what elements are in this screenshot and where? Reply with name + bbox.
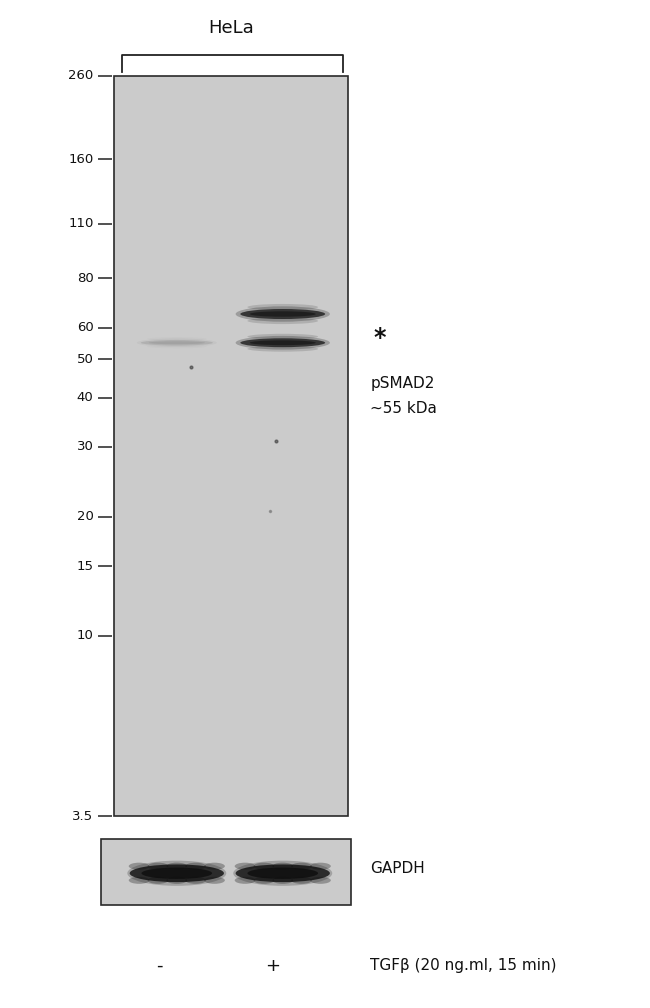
Ellipse shape (235, 336, 330, 350)
Ellipse shape (141, 340, 213, 346)
Ellipse shape (248, 318, 318, 325)
Ellipse shape (233, 861, 332, 886)
Text: 20: 20 (77, 510, 94, 523)
Ellipse shape (272, 877, 293, 884)
Ellipse shape (142, 868, 212, 879)
Ellipse shape (235, 865, 330, 882)
Ellipse shape (204, 877, 225, 884)
Text: 40: 40 (77, 391, 94, 404)
Text: TGFβ (20 ng.ml, 15 min): TGFβ (20 ng.ml, 15 min) (370, 959, 557, 973)
Ellipse shape (235, 306, 330, 322)
Ellipse shape (310, 877, 331, 884)
Ellipse shape (166, 863, 187, 870)
Ellipse shape (248, 304, 318, 310)
Text: HeLa: HeLa (208, 19, 254, 37)
Ellipse shape (185, 877, 206, 884)
Ellipse shape (149, 342, 205, 345)
Bar (114, 76, 348, 816)
Ellipse shape (248, 334, 318, 340)
Ellipse shape (291, 863, 312, 870)
Text: ~55 kDa: ~55 kDa (370, 401, 437, 415)
Bar (101, 839, 351, 905)
Ellipse shape (248, 346, 318, 352)
Ellipse shape (129, 877, 150, 884)
Text: GAPDH: GAPDH (370, 862, 425, 876)
Text: 3.5: 3.5 (72, 810, 94, 823)
Text: *: * (374, 326, 386, 350)
Ellipse shape (254, 877, 274, 884)
Ellipse shape (254, 863, 274, 870)
Ellipse shape (129, 863, 150, 870)
Ellipse shape (291, 877, 312, 884)
Text: +: + (265, 957, 281, 975)
Text: 80: 80 (77, 272, 94, 285)
Ellipse shape (166, 877, 187, 884)
Text: 15: 15 (77, 559, 94, 573)
Text: 260: 260 (68, 70, 94, 82)
Ellipse shape (148, 877, 168, 884)
Ellipse shape (235, 863, 255, 870)
Ellipse shape (136, 339, 217, 347)
Text: 110: 110 (68, 217, 94, 230)
Text: 30: 30 (77, 440, 94, 454)
Text: 160: 160 (68, 152, 94, 165)
Ellipse shape (240, 309, 325, 319)
Text: 10: 10 (77, 629, 94, 642)
Text: -: - (156, 957, 162, 975)
Ellipse shape (148, 863, 168, 870)
Ellipse shape (248, 868, 318, 879)
Ellipse shape (250, 341, 316, 345)
Text: pSMAD2: pSMAD2 (370, 376, 435, 390)
Ellipse shape (310, 863, 331, 870)
Ellipse shape (127, 861, 226, 886)
Text: 60: 60 (77, 322, 94, 335)
Text: 50: 50 (77, 353, 94, 366)
Ellipse shape (130, 865, 224, 882)
Ellipse shape (240, 339, 325, 347)
Ellipse shape (235, 877, 255, 884)
Ellipse shape (250, 311, 316, 317)
Ellipse shape (204, 863, 225, 870)
Ellipse shape (185, 863, 206, 870)
Ellipse shape (272, 863, 293, 870)
